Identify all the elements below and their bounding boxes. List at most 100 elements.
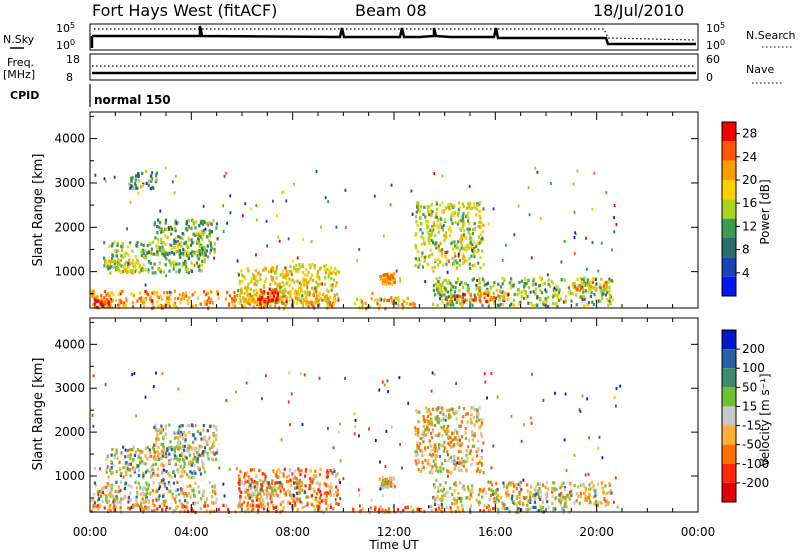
scatter-cell bbox=[581, 394, 584, 398]
data-cell bbox=[428, 205, 431, 209]
data-cell bbox=[162, 446, 165, 450]
data-cell bbox=[202, 253, 205, 257]
data-cell bbox=[314, 498, 317, 502]
data-cell bbox=[200, 231, 203, 235]
data-cell bbox=[436, 263, 439, 267]
data-cell bbox=[514, 483, 517, 487]
data-cell bbox=[211, 495, 214, 499]
scatter-cell bbox=[198, 232, 200, 236]
scatter-cell bbox=[562, 300, 565, 304]
data-cell bbox=[296, 500, 299, 504]
data-cell bbox=[272, 506, 275, 510]
data-cell bbox=[520, 290, 524, 294]
scatter-cell bbox=[235, 390, 237, 394]
data-cell bbox=[178, 459, 181, 463]
data-cell bbox=[419, 228, 422, 232]
data-cell bbox=[124, 261, 127, 265]
data-cell bbox=[392, 279, 395, 283]
data-cell bbox=[444, 278, 447, 282]
data-cell bbox=[149, 187, 152, 191]
data-cell bbox=[106, 263, 109, 267]
data-cell bbox=[109, 259, 112, 264]
data-cell bbox=[378, 307, 381, 311]
data-cell bbox=[456, 212, 459, 216]
data-cell bbox=[160, 424, 163, 428]
data-cell bbox=[449, 303, 452, 307]
data-cell bbox=[105, 300, 108, 304]
data-cell bbox=[607, 280, 610, 285]
data-cell bbox=[307, 270, 310, 275]
data-cell bbox=[128, 497, 131, 501]
data-cell bbox=[183, 439, 186, 444]
data-cell bbox=[259, 478, 262, 482]
power-colorbar-swatch bbox=[722, 238, 736, 258]
data-cell bbox=[99, 302, 102, 306]
data-cell bbox=[532, 303, 535, 307]
data-cell bbox=[213, 250, 216, 254]
scatter-cell bbox=[321, 282, 324, 286]
data-cell bbox=[204, 450, 207, 454]
data-cell bbox=[456, 261, 459, 265]
data-cell bbox=[276, 297, 279, 302]
data-cell bbox=[365, 307, 368, 311]
data-cell bbox=[415, 408, 418, 413]
data-cell bbox=[469, 245, 472, 249]
data-cell bbox=[124, 268, 127, 272]
data-cell bbox=[288, 469, 291, 473]
data-cell bbox=[113, 265, 116, 269]
data-cell bbox=[137, 261, 140, 265]
data-cell bbox=[592, 484, 595, 488]
data-cell bbox=[122, 445, 125, 449]
data-cell bbox=[465, 206, 468, 210]
data-cell bbox=[336, 269, 339, 273]
data-cell bbox=[125, 472, 128, 477]
data-cell bbox=[303, 283, 306, 287]
data-cell bbox=[208, 435, 211, 439]
data-cell bbox=[164, 242, 167, 246]
data-cell bbox=[600, 296, 603, 300]
data-cell bbox=[449, 445, 452, 449]
data-cell bbox=[246, 291, 249, 295]
data-cell bbox=[177, 493, 181, 497]
data-cell bbox=[269, 292, 272, 296]
data-cell bbox=[440, 426, 443, 430]
data-cell bbox=[266, 291, 270, 295]
data-cell bbox=[200, 437, 203, 441]
data-cell bbox=[428, 255, 431, 259]
data-cell bbox=[443, 286, 446, 290]
data-cell bbox=[301, 302, 304, 306]
scatter-cell bbox=[374, 439, 377, 442]
data-cell bbox=[251, 499, 255, 503]
data-cell bbox=[120, 480, 123, 484]
data-cell bbox=[163, 500, 166, 504]
y-tick-label: 1000 bbox=[54, 469, 85, 483]
data-cell bbox=[184, 267, 187, 271]
scatter-cell bbox=[242, 214, 244, 218]
data-cell bbox=[140, 254, 143, 258]
y-tick-label: 2000 bbox=[54, 425, 85, 439]
data-cell bbox=[451, 256, 454, 260]
data-cell bbox=[97, 497, 101, 501]
data-cell bbox=[144, 446, 147, 450]
data-cell bbox=[468, 451, 471, 455]
data-cell bbox=[472, 416, 475, 420]
time-tick-label: 04:00 bbox=[174, 525, 209, 539]
data-cell bbox=[316, 270, 320, 274]
data-cell bbox=[164, 227, 167, 231]
data-cell bbox=[173, 252, 176, 256]
data-cell bbox=[437, 247, 440, 252]
data-cell bbox=[247, 298, 250, 302]
data-cell bbox=[115, 252, 119, 256]
data-cell bbox=[124, 455, 127, 459]
data-cell bbox=[592, 280, 595, 284]
data-cell bbox=[272, 266, 275, 270]
data-cell bbox=[589, 501, 592, 505]
data-cell bbox=[385, 282, 388, 286]
data-cell bbox=[475, 498, 478, 502]
data-cell bbox=[426, 461, 429, 466]
data-cell bbox=[513, 484, 516, 488]
data-cell bbox=[134, 503, 137, 507]
data-cell bbox=[523, 289, 526, 293]
data-cell bbox=[136, 258, 139, 262]
data-cell bbox=[105, 470, 108, 474]
